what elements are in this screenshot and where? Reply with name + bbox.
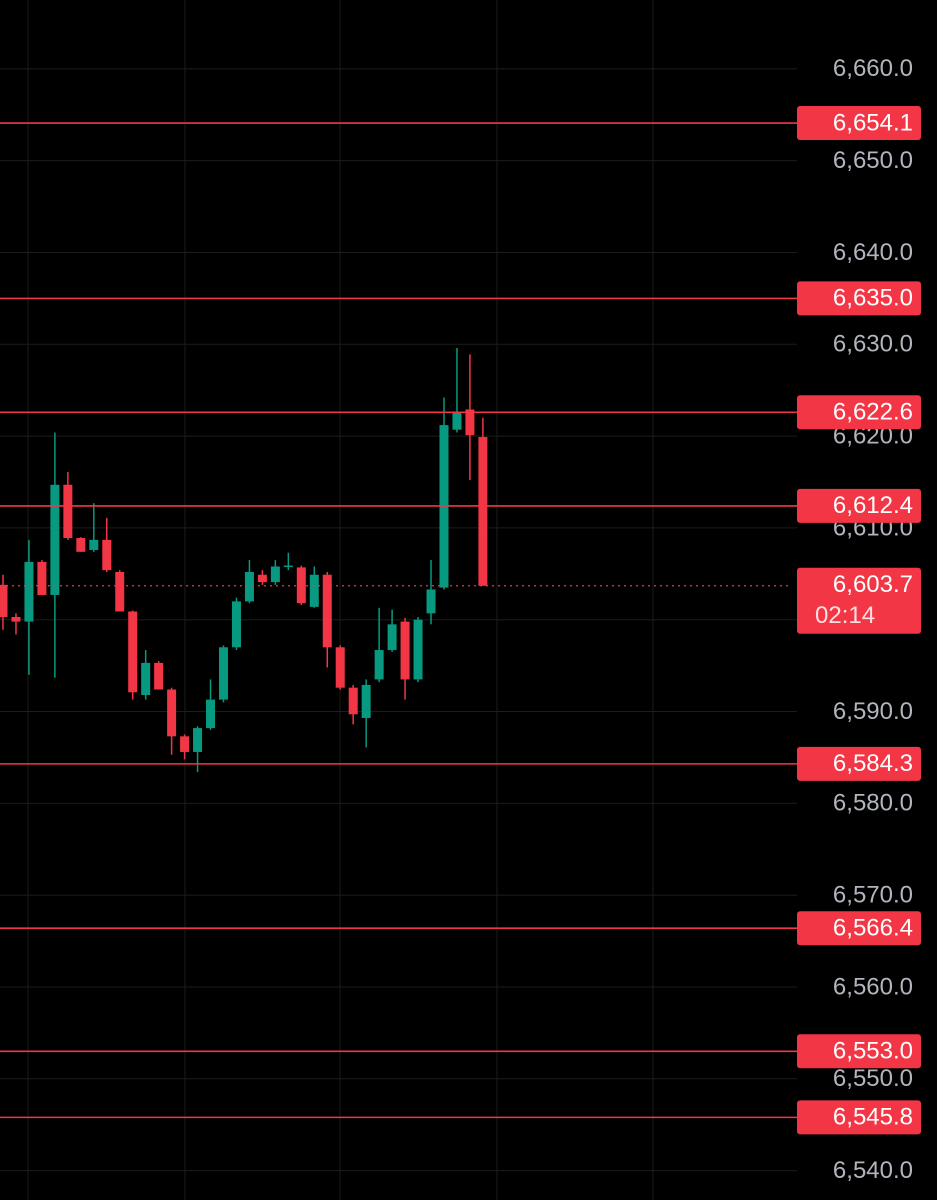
candle-body <box>270 566 280 583</box>
y-tick-label: 6,660.0 <box>833 55 913 82</box>
level-label: 6,654.1 <box>833 109 913 136</box>
candle-body <box>167 689 177 737</box>
candle-body <box>89 539 99 550</box>
y-tick-label: 6,560.0 <box>833 973 913 1000</box>
y-tick-label: 6,630.0 <box>833 331 913 358</box>
y-tick-label: 6,540.0 <box>833 1157 913 1184</box>
candle-body <box>24 561 34 622</box>
candle-body <box>115 571 125 612</box>
level-label-box <box>797 746 921 781</box>
candle-body <box>154 662 164 690</box>
level-label: 6,622.6 <box>833 399 913 426</box>
current-price-box <box>797 567 921 634</box>
candle-body <box>335 647 345 688</box>
candle-body <box>309 574 319 607</box>
candle-body <box>193 728 203 752</box>
candle-body <box>128 611 138 693</box>
vertical-grid <box>27 0 654 1200</box>
current-price-timer: 02:14 <box>815 602 875 629</box>
level-label-box <box>797 911 921 946</box>
candle-body <box>348 687 358 715</box>
level-label: 6,566.4 <box>833 915 913 942</box>
candle-body <box>452 412 462 430</box>
candle-body <box>102 539 112 571</box>
candle-body <box>257 574 267 583</box>
candle-body <box>283 565 293 568</box>
level-label-box <box>797 395 921 430</box>
candle-body <box>361 684 371 718</box>
level-label: 6,612.4 <box>833 492 913 519</box>
y-tick-label: 6,550.0 <box>833 1065 913 1092</box>
level-label-box <box>797 1100 921 1135</box>
y-tick-label: 6,640.0 <box>833 239 913 266</box>
candle-body <box>50 484 60 595</box>
current-price-label: 6,603.7 <box>833 571 913 598</box>
level-label: 6,584.3 <box>833 750 913 777</box>
level-label: 6,635.0 <box>833 285 913 312</box>
candle-body <box>400 621 410 680</box>
candle-body <box>141 662 151 696</box>
level-label-box <box>797 488 921 523</box>
level-label: 6,553.0 <box>833 1038 913 1065</box>
candle-body <box>231 601 241 648</box>
level-label-box <box>797 106 921 141</box>
candle-body <box>413 619 423 680</box>
candle-body <box>465 409 475 436</box>
candle-body <box>76 538 86 552</box>
candle-body <box>11 616 21 622</box>
level-label: 6,545.8 <box>833 1104 913 1131</box>
candle-body <box>322 574 332 648</box>
candle-body <box>63 484 73 539</box>
candle-body <box>37 561 47 595</box>
candle-body <box>180 736 190 752</box>
level-label-box <box>797 1034 921 1069</box>
y-tick-label: 6,580.0 <box>833 790 913 817</box>
level-label-box <box>797 281 921 316</box>
candle-body <box>218 647 228 700</box>
y-tick-label: 6,650.0 <box>833 147 913 174</box>
y-tick-label: 6,590.0 <box>833 698 913 725</box>
candle-body <box>0 584 8 617</box>
candle-body <box>478 437 488 586</box>
candle-body <box>244 571 254 602</box>
y-tick-label: 6,570.0 <box>833 882 913 909</box>
candle-body <box>426 589 436 614</box>
candle-body <box>206 699 216 729</box>
candle-body <box>374 650 384 680</box>
candle-body <box>387 624 397 651</box>
